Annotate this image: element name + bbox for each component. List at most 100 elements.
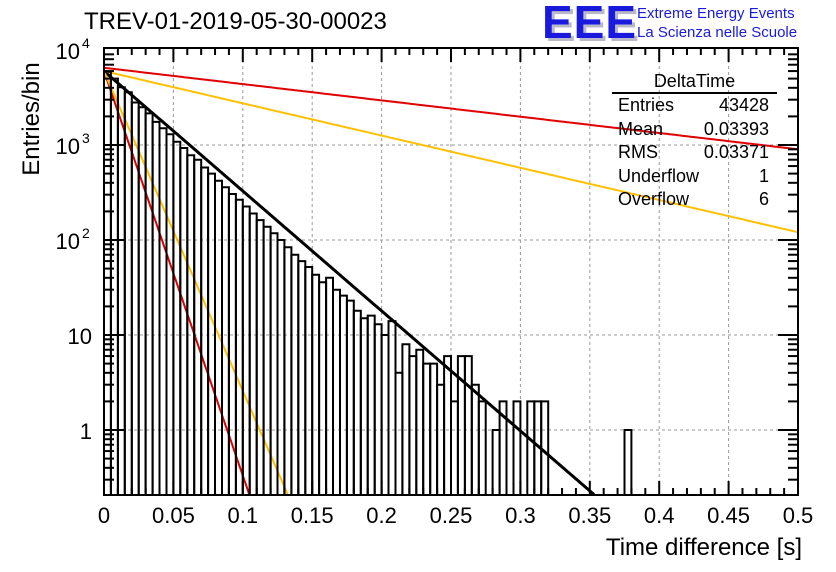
stats-label: RMS	[618, 142, 658, 162]
histogram-bin	[123, 91, 133, 495]
histogram-bin	[332, 288, 341, 495]
histogram-bin	[394, 371, 404, 495]
histogram-bin	[109, 77, 119, 495]
histogram-bin	[366, 314, 376, 495]
stats-label: Overflow	[618, 189, 690, 209]
histogram-bin	[165, 133, 175, 495]
histogram-bin	[415, 348, 425, 495]
histogram-bin	[339, 294, 348, 495]
stats-label: Underflow	[618, 165, 700, 186]
histogram-bin	[207, 172, 216, 495]
histogram-bin	[450, 400, 459, 495]
stats-label: Entries	[618, 95, 675, 115]
histogram-bin	[255, 219, 265, 495]
y-tick-label-exponent: 4	[82, 35, 90, 51]
histogram-bin	[103, 70, 112, 495]
x-axis: 0 0.05 0.1 0.15 0.2 0.25 0.3 0.35 0.4 0.45 0.5	[98, 48, 813, 528]
histogram-bin	[380, 334, 390, 495]
fit-curve-yellow-shallow	[103, 70, 799, 234]
x-tick-label: 0.4	[644, 503, 675, 528]
histogram-bin	[477, 400, 487, 495]
x-tick-label: 0	[98, 503, 110, 528]
histogram-bin	[540, 400, 550, 495]
histogram-bin	[401, 343, 411, 495]
histogram-bin	[158, 127, 168, 495]
histogram-bin	[512, 400, 522, 495]
y-tick-label-exponent: 3	[82, 130, 90, 146]
histogram-bin	[221, 186, 230, 495]
histogram-bin	[491, 429, 501, 495]
x-tick-label: 0.5	[783, 503, 814, 528]
histogram-bin	[422, 362, 432, 495]
histogram-bin	[248, 212, 258, 495]
y-tick-label-exponent: 2	[82, 225, 90, 241]
x-tick-label: 0.2	[366, 503, 397, 528]
histogram-bin	[408, 355, 418, 495]
logo-line-1: Extreme Energy Events	[637, 5, 795, 22]
histogram-bin	[172, 140, 182, 495]
histogram-bin	[429, 362, 439, 495]
y-axis-label: Entries/bin	[18, 62, 45, 176]
x-tick-label: 0.1	[228, 503, 259, 528]
histogram-bin	[290, 253, 300, 495]
histogram-bin	[443, 355, 452, 495]
stats-value: 6	[758, 189, 769, 209]
histogram-bin	[214, 179, 223, 495]
histogram-bin	[373, 323, 383, 495]
histogram-bin	[318, 281, 328, 495]
y-tick-label: 10	[68, 324, 92, 349]
stats-value: 1	[758, 165, 769, 186]
stats-row-entries: Entries 43428	[612, 94, 777, 118]
histogram-bin	[352, 309, 362, 495]
histogram-bin	[276, 239, 286, 495]
x-tick-label: 0.45	[707, 503, 750, 528]
histogram-bin	[325, 276, 334, 495]
fit-curve-red-shallow	[103, 66, 799, 151]
histogram-bin	[470, 383, 480, 495]
logo-line-2: La Scienza nelle Scuole	[637, 24, 798, 41]
histogram-bin	[345, 299, 355, 495]
stats-row-mean: Mean 0.03393	[612, 118, 777, 142]
y-tick-label: 1	[80, 419, 92, 444]
stats-row-rms: RMS 0.03371	[612, 141, 777, 165]
histogram-bin	[151, 120, 161, 495]
logo-mark: EEE	[542, 0, 638, 48]
histogram-bin	[179, 147, 189, 495]
y-tick-label: 10	[56, 39, 80, 64]
x-tick-label: 0.3	[505, 503, 536, 528]
stats-label: Mean	[618, 118, 664, 139]
histogram-bin	[241, 205, 251, 495]
y-tick-label: 10	[56, 229, 80, 254]
stats-value: 0.03371	[703, 142, 769, 162]
x-axis-label: Time difference [s]	[605, 534, 802, 561]
stats-row-underflow: Underflow 1	[612, 165, 777, 189]
fit-curve-red-steep	[103, 70, 251, 496]
histogram-bin	[498, 400, 508, 495]
stats-value: 0.03393	[703, 118, 769, 139]
histogram-bin	[193, 158, 203, 495]
x-tick-label: 0.15	[291, 503, 334, 528]
histogram	[103, 70, 633, 495]
x-tick-label: 0.35	[568, 503, 611, 528]
histogram-bin	[387, 320, 397, 495]
x-tick-label: 0.05	[152, 503, 195, 528]
histogram-bin	[526, 400, 536, 495]
histogram-bin	[297, 260, 307, 495]
histogram-bin	[623, 429, 633, 495]
histogram-bin	[234, 198, 244, 495]
x-tick-label: 0.25	[430, 503, 473, 528]
histogram-bin	[304, 266, 314, 495]
y-tick-label: 10	[56, 134, 80, 159]
histogram-bin	[359, 317, 369, 495]
histogram-bin	[116, 86, 126, 495]
chart-title: TREV-01-2019-05-30-00023	[84, 8, 387, 35]
stats-row-overflow: Overflow 6	[612, 188, 777, 212]
histogram-bin	[311, 273, 321, 495]
stats-value: 43428	[718, 95, 769, 115]
grid	[104, 48, 798, 495]
histogram-bin	[283, 246, 293, 495]
stats-title: DeltaTime	[612, 70, 777, 94]
histogram-bin	[436, 383, 446, 495]
